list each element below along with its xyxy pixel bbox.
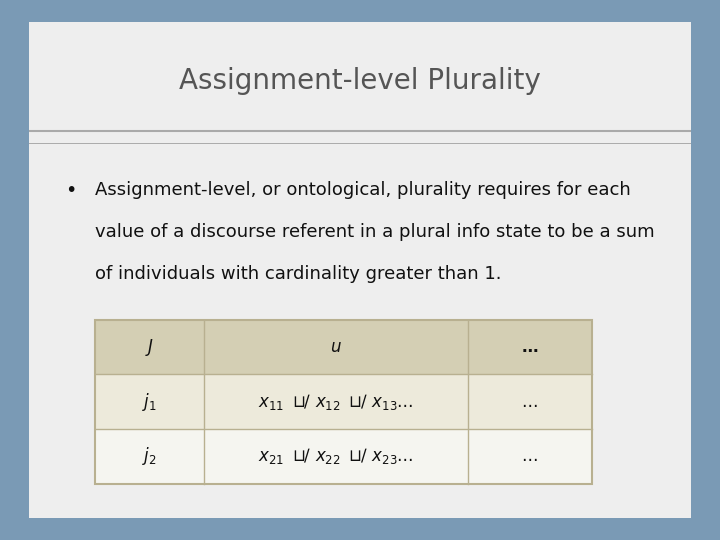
Bar <box>95 320 592 374</box>
Text: $u$: $u$ <box>330 338 342 356</box>
Bar <box>95 374 592 429</box>
Text: $j_1$: $j_1$ <box>143 390 157 413</box>
Text: $\ldots$: $\ldots$ <box>521 393 538 410</box>
Text: Assignment-level Plurality: Assignment-level Plurality <box>179 67 541 95</box>
Text: Assignment-level, or ontological, plurality requires for each: Assignment-level, or ontological, plural… <box>95 180 631 199</box>
Text: $\mathbf{\ldots}$: $\mathbf{\ldots}$ <box>521 338 539 356</box>
Bar <box>95 429 592 484</box>
Text: $\ldots$: $\ldots$ <box>521 447 538 465</box>
Text: $x_{11}\ \sqcup\!\!\!\slash\, x_{12}\ \sqcup\!\!\!\slash\, x_{13}\ldots$: $x_{11}\ \sqcup\!\!\!\slash\, x_{12}\ \s… <box>258 392 414 411</box>
Text: $x_{21}\ \sqcup\!\!\!\slash\, x_{22}\ \sqcup\!\!\!\slash\, x_{23}\ldots$: $x_{21}\ \sqcup\!\!\!\slash\, x_{22}\ \s… <box>258 446 414 467</box>
Text: value of a discourse referent in a plural info state to be a sum: value of a discourse referent in a plura… <box>95 223 654 241</box>
Bar <box>95 320 592 484</box>
Text: $j_2$: $j_2$ <box>143 446 157 467</box>
Text: $J$: $J$ <box>145 336 154 357</box>
Text: of individuals with cardinality greater than 1.: of individuals with cardinality greater … <box>95 265 502 283</box>
Text: •: • <box>66 180 76 200</box>
